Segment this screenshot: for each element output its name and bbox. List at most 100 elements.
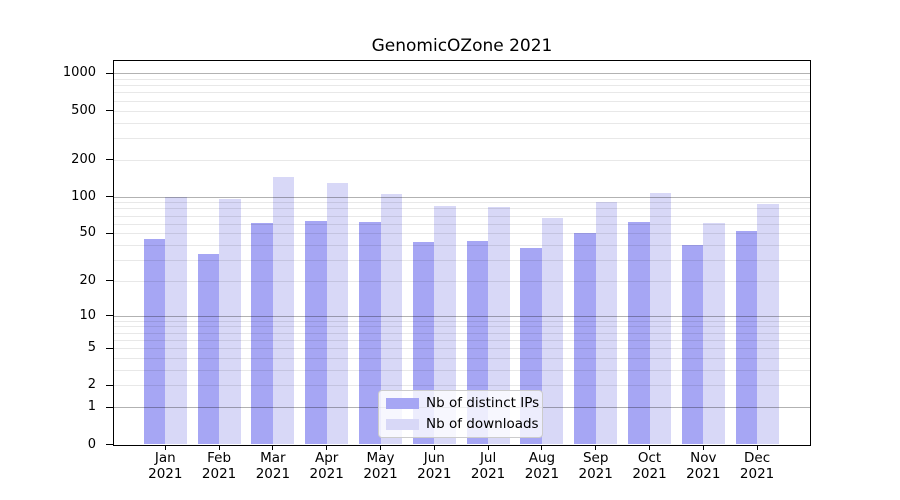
bar-nb-of-distinct-ips-dec-2021 — [735, 231, 758, 445]
bar-nb-of-downloads-sep-2021 — [595, 202, 618, 445]
x-tick-jul-2021 — [487, 446, 489, 450]
gridline-minor-5 — [114, 348, 810, 350]
y-tick-label-1: 1 — [87, 399, 96, 415]
bar-nb-of-distinct-ips-may-2021 — [359, 221, 381, 445]
gridline-major-100 — [114, 196, 810, 198]
bar-nb-of-distinct-ips-jan-2021 — [143, 238, 166, 445]
x-tick-label-mar-2021: Mar 2021 — [255, 450, 291, 482]
gridline-minor-50 — [114, 233, 810, 235]
legend-swatch-downloads — [386, 418, 419, 431]
bar-nb-of-distinct-ips-nov-2021 — [681, 245, 704, 445]
legend: Nb of distinct IPs Nb of downloads — [378, 390, 543, 438]
bar-nb-of-downloads-oct-2021 — [649, 192, 671, 445]
legend-item-downloads: Nb of downloads — [386, 414, 542, 435]
y-tick-0 — [106, 444, 113, 445]
legend-swatch-distinct-ips — [386, 397, 419, 410]
gridline-minor-6 — [114, 339, 810, 341]
x-tick-label-dec-2021: Dec 2021 — [739, 450, 775, 482]
gridline-minor-70 — [114, 215, 810, 217]
y-tick-label-0: 0 — [87, 436, 96, 452]
x-tick-may-2021 — [380, 446, 381, 450]
y-tick-500 — [106, 110, 113, 112]
chart-title: GenomicOZone 2021 — [371, 36, 553, 56]
bar-nb-of-downloads-feb-2021 — [219, 199, 241, 445]
bar-nb-of-distinct-ips-oct-2021 — [628, 221, 650, 445]
y-tick-label-200: 200 — [71, 151, 96, 167]
y-tick-label-50: 50 — [79, 225, 96, 241]
y-tick-2 — [106, 384, 113, 386]
x-tick-aug-2021 — [541, 446, 543, 450]
x-tick-dec-2021 — [756, 446, 758, 450]
x-tick-label-oct-2021: Oct 2021 — [632, 450, 667, 482]
x-tick-sep-2021 — [595, 446, 597, 450]
gridline-minor-800 — [114, 85, 810, 87]
y-tick-label-1000: 1000 — [62, 65, 96, 81]
bar-nb-of-downloads-nov-2021 — [703, 222, 725, 445]
legend-label-downloads: Nb of downloads — [426, 416, 539, 432]
gridline-major-10 — [114, 315, 810, 317]
x-tick-label-jan-2021: Jan 2021 — [148, 450, 183, 482]
y-tick-label-10: 10 — [79, 307, 96, 323]
x-tick-label-aug-2021: Aug 2021 — [524, 450, 560, 482]
gridline-minor-60 — [114, 223, 810, 225]
y-tick-label-20: 20 — [79, 272, 96, 288]
gridline-minor-7 — [114, 332, 810, 334]
bar-nb-of-downloads-jan-2021 — [165, 196, 187, 445]
bar-nb-of-distinct-ips-mar-2021 — [251, 222, 273, 445]
legend-item-distinct-ips: Nb of distinct IPs — [386, 393, 542, 414]
bar-nb-of-distinct-ips-feb-2021 — [197, 253, 220, 445]
gridline-minor-300 — [114, 137, 810, 139]
bar-nb-of-downloads-may-2021 — [380, 194, 402, 445]
x-tick-mar-2021 — [272, 446, 274, 450]
gridline-minor-8 — [114, 326, 810, 328]
gridline-minor-40 — [114, 245, 810, 246]
x-tick-label-jun-2021: Jun 2021 — [417, 450, 452, 482]
x-tick-feb-2021 — [218, 446, 220, 450]
gridline-minor-80 — [114, 208, 810, 210]
bar-nb-of-downloads-jul-2021 — [488, 207, 510, 445]
gridline-minor-3 — [114, 370, 810, 372]
y-tick-100 — [106, 196, 113, 198]
x-tick-jun-2021 — [433, 446, 435, 450]
gridline-minor-200 — [114, 159, 810, 161]
x-tick-label-may-2021: May 2021 — [363, 450, 398, 482]
bar-nb-of-downloads-aug-2021 — [541, 217, 564, 445]
x-tick-label-jul-2021: Jul 2021 — [470, 450, 506, 482]
y-tick-label-5: 5 — [87, 340, 96, 356]
x-tick-label-feb-2021: Feb 2021 — [201, 450, 237, 482]
y-tick-10 — [106, 315, 113, 317]
x-tick-oct-2021 — [649, 446, 650, 450]
legend-label-distinct-ips: Nb of distinct IPs — [426, 395, 540, 411]
bar-nb-of-distinct-ips-sep-2021 — [574, 233, 596, 445]
gridline-minor-400 — [114, 122, 810, 124]
gridline-major-1000 — [114, 73, 810, 75]
bar-nb-of-downloads-jun-2021 — [434, 206, 456, 445]
y-tick-200 — [106, 159, 113, 161]
bar-nb-of-downloads-dec-2021 — [757, 203, 779, 445]
y-tick-label-100: 100 — [71, 188, 96, 204]
y-tick-label-500: 500 — [71, 102, 96, 118]
y-tick-label-2: 2 — [87, 377, 96, 393]
gridline-minor-700 — [114, 92, 810, 94]
bar-nb-of-downloads-apr-2021 — [326, 183, 349, 445]
x-tick-nov-2021 — [702, 446, 704, 450]
bar-nb-of-downloads-mar-2021 — [272, 176, 295, 445]
x-tick-jan-2021 — [164, 446, 166, 450]
x-tick-label-sep-2021: Sep 2021 — [578, 450, 613, 482]
y-tick-1 — [106, 406, 113, 408]
y-tick-1000 — [106, 72, 113, 74]
y-tick-5 — [106, 347, 113, 349]
y-tick-50 — [106, 232, 113, 234]
gridline-minor-900 — [114, 79, 810, 81]
gridline-minor-600 — [114, 100, 810, 102]
x-tick-apr-2021 — [326, 446, 328, 450]
gridline-minor-4 — [114, 358, 810, 360]
x-tick-label-apr-2021: Apr 2021 — [309, 450, 344, 482]
y-tick-20 — [106, 280, 113, 282]
gridline-minor-20 — [114, 280, 810, 282]
gridline-minor-9 — [114, 320, 810, 322]
gridline-minor-90 — [114, 202, 810, 204]
gridline-minor-2 — [114, 385, 810, 387]
x-tick-label-nov-2021: Nov 2021 — [686, 450, 721, 482]
plot-area — [113, 60, 811, 446]
